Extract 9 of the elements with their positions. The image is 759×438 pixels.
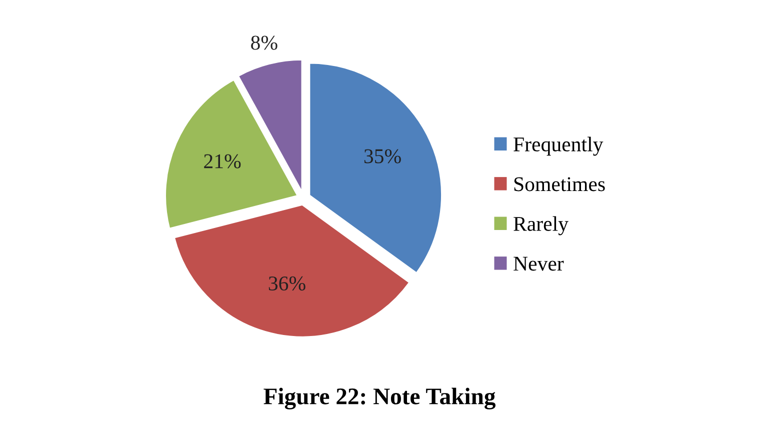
data-label: 21% [204,154,241,168]
legend-label: Sometimes [514,177,605,192]
text: Figure 22: Note Taking [264,388,496,410]
legend-label: Frequently [514,136,604,156]
data-label: 35% [364,149,401,164]
legend-label: Never [514,256,564,271]
legend-label: Rarely [514,216,568,236]
data-label: 8% [251,36,278,50]
data-label: 36% [268,276,306,291]
